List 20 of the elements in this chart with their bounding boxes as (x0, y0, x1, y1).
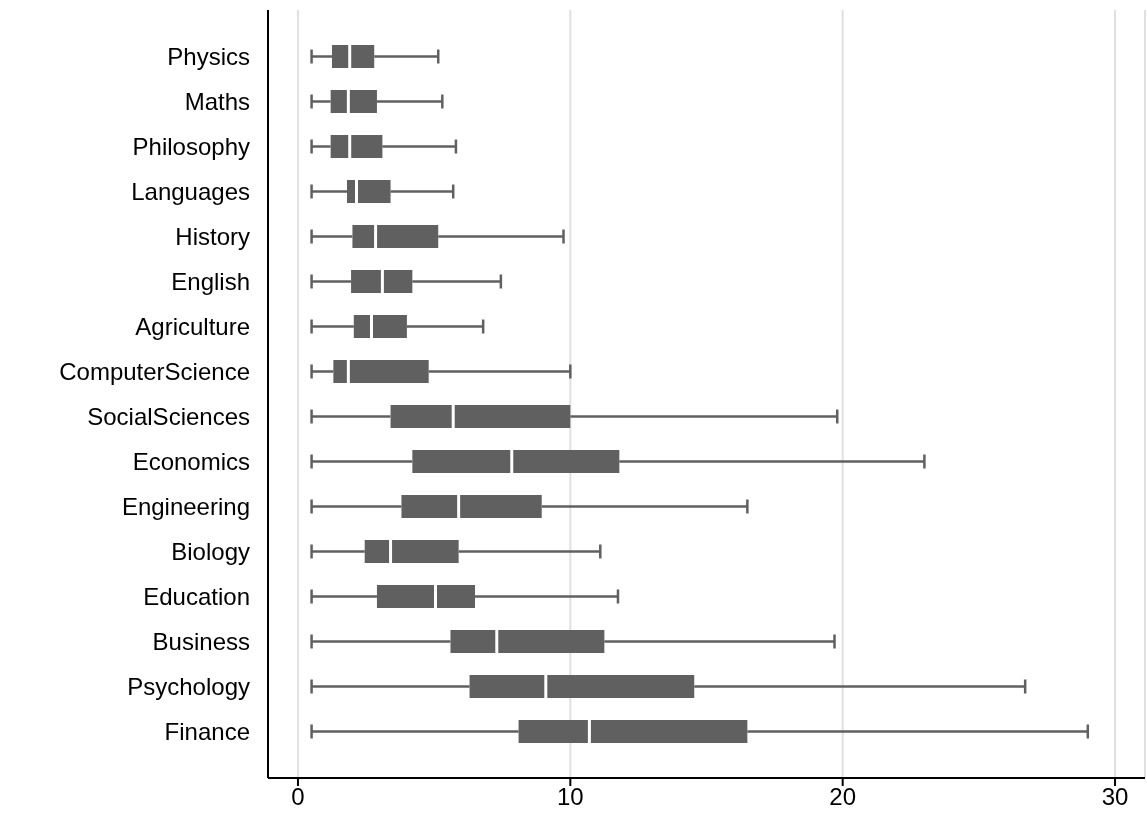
y-tick-label: History (175, 223, 250, 251)
y-tick-label: Education (143, 583, 250, 611)
y-tick-label: Psychology (127, 673, 250, 701)
x-tick-label: 0 (291, 783, 305, 811)
x-tick-label: 20 (829, 783, 857, 811)
y-tick-label: Engineering (121, 493, 250, 521)
x-tick-label: 10 (556, 783, 584, 811)
x-tick-label: 30 (1101, 783, 1129, 811)
y-tick-label: Physics (167, 43, 250, 71)
y-tick-label: Languages (131, 178, 250, 206)
y-tick-label: Business (152, 628, 250, 656)
y-tick-label: SocialSciences (87, 403, 250, 431)
y-tick-label: Agriculture (135, 313, 250, 341)
y-tick-label: Philosophy (132, 133, 250, 161)
y-tick-label: Economics (132, 448, 250, 476)
y-tick-label: Biology (171, 538, 250, 566)
y-tick-label: Maths (184, 88, 250, 116)
y-tick-label: English (171, 268, 250, 296)
y-tick-label: ComputerScience (59, 358, 250, 386)
y-tick-label: Finance (164, 718, 250, 746)
